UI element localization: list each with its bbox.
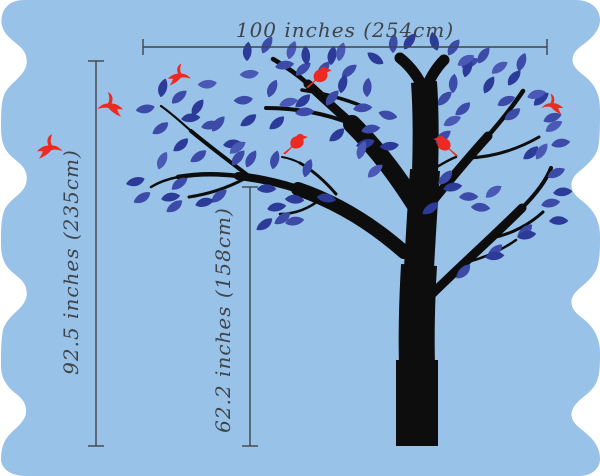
- dimension-lines: [88, 39, 548, 447]
- height-dimension-line: [88, 60, 104, 447]
- height-dimension-label: 92.5 inches (235cm): [59, 149, 83, 375]
- dimension-labels: 100 inches (254cm) 92.5 inches (235cm) 6…: [59, 18, 454, 433]
- width-dimension-label: 100 inches (254cm): [236, 18, 454, 42]
- tree-trunk: [396, 81, 440, 446]
- width-dimension-line: [142, 39, 548, 55]
- branch-height-dimension-label: 62.2 inches (158cm): [211, 207, 235, 433]
- branch-height-dimension-line: [242, 186, 258, 447]
